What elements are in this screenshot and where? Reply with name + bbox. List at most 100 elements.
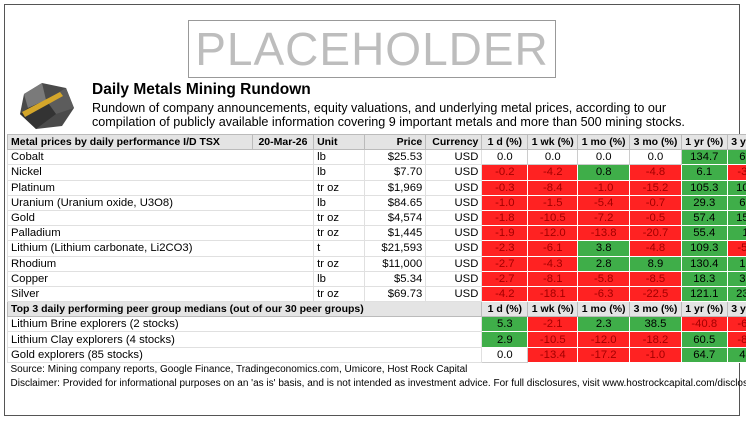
- price: $69.73: [364, 285, 427, 303]
- unit: lb: [313, 149, 366, 166]
- performance: -4.2: [527, 164, 579, 181]
- column-header: 3 yr (%): [726, 133, 746, 151]
- performance: -20.7: [629, 225, 682, 242]
- column-header: 1 d (%): [481, 133, 529, 151]
- performance: 18.3: [680, 270, 728, 287]
- performance: -31.1: [726, 164, 746, 181]
- column-header: Metal prices by daily performance I/D TS…: [7, 133, 253, 151]
- currency: USD: [425, 149, 483, 166]
- performance: -18.2: [629, 331, 682, 348]
- performance: -1.8: [481, 209, 529, 227]
- column-header: 1 d (%): [481, 301, 529, 318]
- price: $1,969: [364, 179, 427, 196]
- column-header: Price: [364, 133, 427, 151]
- performance: -4.8: [629, 164, 682, 181]
- performance: -2.7: [481, 255, 529, 272]
- column-header: Unit: [313, 133, 366, 151]
- price: $7.70: [364, 164, 427, 181]
- disclaimer-row: Disclaimer: Provided for informational p…: [8, 377, 746, 391]
- performance: 47.4: [726, 346, 746, 363]
- performance: -1.9: [481, 225, 529, 242]
- performance: -13.8: [577, 225, 631, 242]
- column-header: 1 mo (%): [577, 301, 631, 318]
- peer-name: Lithium Clay explorers (4 stocks): [6, 331, 483, 348]
- performance: -5.4: [577, 194, 631, 211]
- metal-name: Nickel: [6, 164, 315, 181]
- column-header: 3 mo (%): [629, 301, 682, 318]
- performance: -18.1: [527, 285, 579, 303]
- metal-row: Lithium (Lithium carbonate, Li2CO3) t $21,…: [6, 240, 746, 257]
- performance: -0.7: [629, 194, 682, 211]
- currency: USD: [425, 209, 483, 227]
- price: $11,000: [364, 255, 427, 272]
- column-header: 1 wk (%): [527, 301, 579, 318]
- currency: USD: [425, 225, 483, 242]
- performance: 55.4: [680, 225, 728, 242]
- performance: -0.2: [481, 164, 529, 181]
- metal-row: Rhodium tr oz $11,000 USD -2.7 -4.3 2.8 8.9 130.…: [6, 255, 746, 272]
- performance: -22.5: [629, 285, 682, 303]
- currency: USD: [425, 179, 483, 196]
- metal-name: Cobalt: [6, 149, 315, 166]
- performance: 130.4: [680, 255, 728, 272]
- performance: -80.0: [726, 331, 746, 348]
- performance: 0.8: [577, 164, 631, 181]
- metal-row: Palladium tr oz $1,445 USD -1.9 -12.0 -13.8 -20…: [6, 225, 746, 242]
- unit: lb: [313, 194, 366, 211]
- performance: 30.3: [726, 270, 746, 287]
- performance: 109.3: [680, 240, 728, 257]
- performance: 150.4: [726, 209, 746, 227]
- performance: 2.3: [577, 316, 631, 333]
- performance: 134.7: [680, 149, 728, 166]
- performance: 233.5: [726, 285, 746, 303]
- performance: -8.1: [527, 270, 579, 287]
- performance: -56.5: [726, 240, 746, 257]
- performance: 29.3: [680, 194, 728, 211]
- placeholder: PLACEHOLDER: [188, 20, 556, 78]
- performance: 106.0: [726, 179, 746, 196]
- performance: 64.7: [680, 346, 728, 363]
- peer-row: Gold explorers (85 stocks) 0.0 -13.4 -17.2-…: [6, 346, 746, 363]
- metal-name: Gold: [6, 209, 315, 227]
- metal-name: Rhodium: [6, 255, 315, 272]
- performance: 3.8: [577, 240, 631, 257]
- currency: USD: [425, 285, 483, 303]
- price: $1,445: [364, 225, 427, 242]
- performance: -5.8: [577, 270, 631, 287]
- peer-header-row: Top 3 daily performing peer group median…: [6, 301, 746, 318]
- performance: 66.1: [726, 194, 746, 211]
- unit: tr oz: [313, 255, 366, 272]
- price: $4,574: [364, 209, 427, 227]
- metal-name: Uranium (Uranium oxide, U3O8): [6, 194, 315, 211]
- metal-name: Platinum: [6, 179, 315, 196]
- disclaimer: Disclaimer: Provided for informational p…: [10, 377, 746, 389]
- unit: tr oz: [313, 179, 366, 196]
- performance: -2.1: [527, 316, 579, 333]
- currency: USD: [425, 240, 483, 257]
- column-header: 1 mo (%): [577, 133, 631, 151]
- performance: -1.0: [481, 194, 529, 211]
- performance: -12.0: [577, 331, 631, 348]
- column-header: 3 yr (%): [726, 301, 746, 318]
- performance: 0.0: [481, 346, 529, 363]
- performance: -10.5: [527, 331, 579, 348]
- price: $21,593: [364, 240, 427, 257]
- metal-name: Palladium: [6, 225, 315, 242]
- price: $25.53: [364, 149, 427, 166]
- column-header: 20-Mar-26: [251, 133, 315, 151]
- performance: -1.5: [527, 194, 579, 211]
- header-row: Metal prices by daily performance I/D TS…: [7, 133, 746, 151]
- peer-name: Lithium Brine explorers (2 stocks): [6, 316, 483, 333]
- peer-title: Top 3 daily performing peer group median…: [6, 301, 483, 318]
- performance: 1.8: [726, 225, 746, 242]
- peer-row: Lithium Clay explorers (4 stocks) 2.9 -10.…: [6, 331, 746, 348]
- unit: t: [313, 240, 366, 257]
- metal-row: Gold tr oz $4,574 USD -1.8 -10.5 -7.2 -0.5 57.4 1…: [6, 209, 746, 227]
- source: Source: Mining company reports, Google F…: [7, 361, 746, 377]
- column-header: 1 yr (%): [680, 301, 728, 318]
- performance: -4.8: [629, 240, 682, 257]
- unit: lb: [313, 270, 366, 287]
- performance: -4.2: [481, 285, 529, 303]
